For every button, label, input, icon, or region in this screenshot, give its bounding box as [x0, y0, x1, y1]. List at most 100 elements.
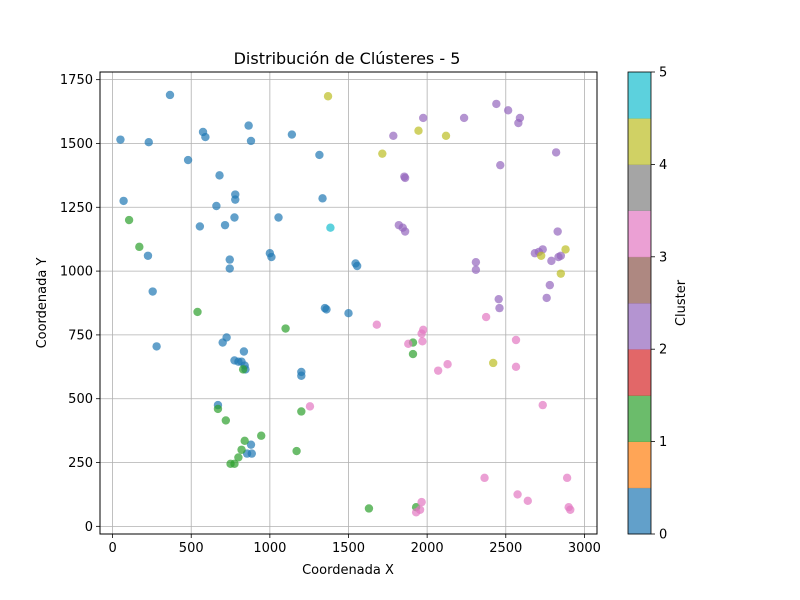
- data-point-cluster-2: [496, 160, 505, 170]
- data-point-cluster-0: [116, 135, 125, 144]
- colorbar-segment: [628, 72, 651, 119]
- data-point-cluster-0: [315, 150, 324, 160]
- x-tick-label: 1500: [332, 541, 365, 556]
- data-point-cluster-0: [352, 261, 362, 271]
- data-point-cluster-0: [144, 137, 153, 147]
- data-point-cluster-0: [225, 255, 234, 264]
- y-tick-label: 250: [68, 456, 93, 471]
- colorbar-tick-label: 1: [659, 435, 667, 450]
- colorbar: 0 1 2 3 4 5: [627, 66, 667, 543]
- x-tick-label: 0: [108, 541, 116, 556]
- data-point-cluster-0: [183, 155, 193, 165]
- data-point-cluster-3: [433, 366, 443, 375]
- data-point-cluster-2: [492, 99, 501, 109]
- data-point-cluster-0: [220, 220, 230, 230]
- colorbar-tick-label: 4: [659, 158, 667, 173]
- data-point-cluster-0: [231, 195, 240, 204]
- data-point-cluster-3: [418, 337, 427, 346]
- data-point-cluster-1: [292, 446, 301, 456]
- data-point-cluster-2: [494, 294, 503, 304]
- data-point-cluster-0: [225, 264, 234, 273]
- colorbar-tick-label: 5: [659, 66, 667, 81]
- data-point-cluster-1: [257, 431, 266, 440]
- data-point-cluster-4: [414, 126, 423, 135]
- data-point-cluster-0: [246, 440, 256, 449]
- data-point-cluster-0: [222, 333, 231, 342]
- data-point-cluster-2: [551, 148, 561, 157]
- data-point-cluster-4: [488, 358, 498, 368]
- data-point-cluster-1: [124, 215, 134, 225]
- data-point-cluster-2: [503, 106, 513, 115]
- data-point-cluster-1: [238, 365, 248, 374]
- data-point-cluster-1: [234, 453, 243, 462]
- y-axis-label: Coordenada Y: [35, 258, 50, 349]
- data-point-cluster-2: [545, 280, 555, 290]
- colorbar-segment: [628, 303, 651, 350]
- colorbar-tick-label: 0: [659, 528, 667, 543]
- data-point-cluster-3: [562, 473, 572, 483]
- colorbar-tick-label: 3: [659, 250, 667, 265]
- data-point-cluster-3: [305, 402, 315, 411]
- data-point-cluster-0: [201, 132, 210, 142]
- data-point-cluster-3: [480, 473, 489, 483]
- grid-lines: [100, 72, 597, 534]
- data-point-cluster-1: [237, 445, 246, 454]
- data-point-cluster-0: [247, 449, 256, 458]
- y-tick-label: 1750: [60, 73, 93, 88]
- y-tick-label: 500: [68, 392, 93, 407]
- data-point-cluster-2: [400, 173, 410, 183]
- data-point-cluster-0: [165, 90, 175, 100]
- data-point-cluster-0: [215, 171, 224, 180]
- data-point-cluster-2: [515, 113, 525, 123]
- data-point-cluster-0: [195, 222, 205, 231]
- data-point-cluster-2: [400, 227, 410, 236]
- data-point-cluster-2: [547, 256, 556, 266]
- data-point-cluster-3: [443, 360, 452, 369]
- colorbar-segment: [628, 349, 651, 396]
- colorbar-segment: [628, 256, 651, 304]
- data-point-cluster-4: [323, 92, 333, 101]
- data-point-cluster-2: [459, 113, 469, 123]
- data-point-cluster-1: [240, 436, 249, 446]
- data-point-cluster-3: [404, 339, 413, 349]
- data-point-cluster-2: [556, 251, 566, 260]
- data-point-cluster-0: [152, 342, 161, 351]
- y-tick-label: 0: [85, 520, 93, 535]
- data-point-cluster-0: [322, 305, 331, 314]
- data-point-cluster-1: [135, 242, 144, 252]
- data-point-cluster-3: [417, 497, 426, 507]
- colorbar-segment: [628, 395, 651, 442]
- data-point-cluster-0: [267, 252, 276, 262]
- data-point-cluster-0: [287, 130, 297, 139]
- y-tick-label: 1500: [60, 137, 93, 152]
- data-point-cluster-0: [244, 121, 253, 130]
- data-point-cluster-0: [212, 201, 221, 211]
- colorbar-segment: [628, 487, 651, 535]
- colorbar-tick-label: 2: [659, 343, 667, 358]
- data-point-cluster-2: [471, 265, 481, 275]
- data-point-cluster-3: [511, 362, 521, 372]
- y-tick-label: 1250: [60, 201, 93, 216]
- data-point-cluster-4: [561, 245, 570, 254]
- data-point-cluster-2: [471, 257, 481, 267]
- data-point-cluster-2: [419, 113, 428, 123]
- data-point-cluster-0: [297, 371, 306, 380]
- data-point-cluster-3: [513, 490, 522, 499]
- x-tick-label: 3000: [568, 541, 601, 556]
- data-point-cluster-3: [415, 505, 425, 514]
- data-point-cluster-0: [148, 287, 157, 296]
- x-axis-ticks: 0 500 1000 1500 2000 2500 3000: [108, 534, 601, 556]
- data-point-cluster-2: [495, 303, 504, 313]
- colorbar-segment: [628, 118, 651, 165]
- colorbar-segment: [628, 441, 651, 489]
- colorbar-segment: [628, 210, 651, 258]
- data-point-cluster-3: [566, 505, 575, 514]
- x-axis-label: Coordenada X: [302, 563, 394, 578]
- data-point-cluster-0: [344, 309, 353, 318]
- data-point-cluster-0: [239, 347, 249, 356]
- data-point-cluster-1: [193, 307, 202, 317]
- data-points: [116, 90, 575, 517]
- data-point-cluster-0: [274, 213, 283, 222]
- data-point-cluster-0: [230, 213, 239, 222]
